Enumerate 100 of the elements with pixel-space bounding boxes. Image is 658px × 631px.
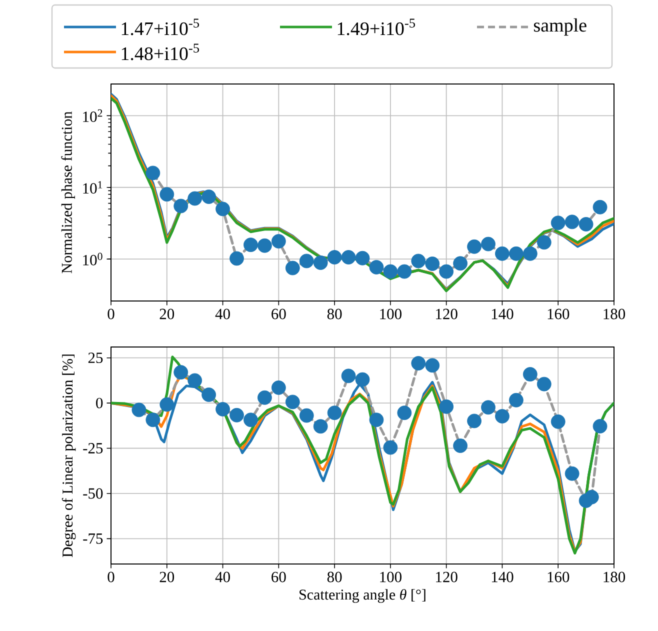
point bbox=[327, 406, 342, 420]
point bbox=[174, 365, 188, 380]
point bbox=[369, 260, 384, 274]
point bbox=[425, 256, 440, 271]
point bbox=[509, 392, 524, 408]
y-axis-title: Degree of Linear polarization [%] bbox=[62, 354, 76, 558]
y-tick-label: -75 bbox=[83, 534, 103, 544]
point bbox=[244, 238, 258, 252]
point bbox=[439, 264, 454, 279]
point bbox=[550, 216, 566, 230]
point bbox=[467, 414, 482, 428]
point bbox=[230, 251, 244, 266]
point bbox=[188, 191, 202, 206]
x-tick-label: 0 bbox=[108, 308, 114, 320]
point bbox=[453, 256, 468, 271]
point bbox=[467, 239, 482, 254]
x-tick-label: 100 bbox=[380, 572, 402, 582]
point bbox=[271, 234, 286, 248]
point bbox=[481, 400, 496, 415]
point bbox=[160, 187, 174, 202]
y-tick-label: 10$^{1}$ bbox=[83, 181, 102, 194]
y-tick-label: -25 bbox=[83, 443, 103, 454]
point bbox=[216, 202, 230, 216]
point bbox=[383, 264, 398, 279]
point bbox=[383, 440, 398, 455]
legend-label: 1.48+i10$^{-5}$ bbox=[122, 44, 199, 60]
point bbox=[522, 246, 538, 261]
legend-label: sample bbox=[534, 18, 586, 36]
point bbox=[132, 402, 146, 418]
point bbox=[327, 250, 342, 264]
y-tick-label: 0 bbox=[96, 398, 103, 408]
point bbox=[439, 399, 454, 414]
point bbox=[341, 250, 356, 264]
point bbox=[495, 409, 510, 424]
point bbox=[509, 246, 524, 261]
point bbox=[411, 254, 426, 268]
point bbox=[257, 390, 272, 405]
x-tick-label: 20 bbox=[160, 308, 174, 320]
point bbox=[522, 367, 538, 382]
y-tick-label: 25 bbox=[88, 352, 103, 364]
point bbox=[495, 246, 510, 261]
point bbox=[146, 166, 160, 180]
point bbox=[285, 260, 300, 276]
point bbox=[592, 200, 608, 214]
point bbox=[397, 406, 412, 420]
y-tick-label: 10$^{2}$ bbox=[83, 109, 102, 122]
point bbox=[536, 376, 552, 392]
y-tick-label: 10$^{0}$ bbox=[83, 252, 102, 266]
x-tick-label: 160 bbox=[548, 308, 570, 320]
x-tick-label: 0 bbox=[108, 572, 114, 582]
point bbox=[564, 214, 580, 230]
point bbox=[299, 254, 314, 268]
point bbox=[299, 408, 314, 423]
x-axis-title: Scattering angle θ [°] bbox=[300, 589, 426, 603]
point bbox=[313, 255, 328, 270]
legend-label: 1.49+i10$^{-5}$ bbox=[338, 18, 415, 36]
x-tick-label: 120 bbox=[436, 572, 458, 582]
x-tick-label: 60 bbox=[272, 308, 286, 320]
point bbox=[584, 490, 599, 504]
x-tick-label: 40 bbox=[215, 308, 230, 320]
point bbox=[355, 250, 370, 266]
point bbox=[355, 372, 370, 387]
point bbox=[550, 414, 566, 429]
x-tick-label: 100 bbox=[380, 308, 402, 320]
point bbox=[244, 412, 258, 428]
x-tick-label: 80 bbox=[327, 572, 342, 582]
point bbox=[202, 190, 216, 204]
point bbox=[397, 264, 412, 279]
x-tick-label: 120 bbox=[436, 308, 458, 320]
point bbox=[369, 412, 384, 428]
x-tick-label: 40 bbox=[215, 572, 230, 582]
point bbox=[146, 412, 160, 428]
point bbox=[411, 356, 426, 370]
x-tick-label: 80 bbox=[327, 308, 342, 320]
point bbox=[174, 198, 188, 214]
legend-label: 1.47+i10$^{-5}$ bbox=[122, 18, 199, 36]
x-tick-label: 20 bbox=[160, 572, 174, 582]
point bbox=[160, 397, 174, 412]
point bbox=[564, 466, 580, 481]
x-tick-label: 60 bbox=[272, 572, 286, 582]
point bbox=[453, 438, 468, 453]
point bbox=[257, 238, 272, 253]
x-tick-label: 180 bbox=[604, 308, 626, 320]
point bbox=[188, 373, 202, 388]
point bbox=[592, 419, 608, 434]
point bbox=[216, 402, 230, 416]
y-axis-title: Normalized phase function bbox=[61, 111, 75, 274]
y-tick-label: -50 bbox=[83, 488, 103, 499]
point bbox=[202, 388, 216, 402]
point bbox=[230, 408, 244, 422]
point bbox=[341, 368, 356, 384]
x-tick-label: 160 bbox=[548, 572, 570, 582]
point bbox=[285, 394, 300, 410]
point bbox=[481, 236, 496, 252]
point bbox=[313, 419, 328, 434]
point bbox=[578, 217, 594, 232]
point bbox=[536, 235, 552, 250]
x-tick-label: 140 bbox=[492, 572, 514, 582]
point bbox=[271, 380, 286, 395]
x-tick-label: 180 bbox=[604, 572, 626, 582]
